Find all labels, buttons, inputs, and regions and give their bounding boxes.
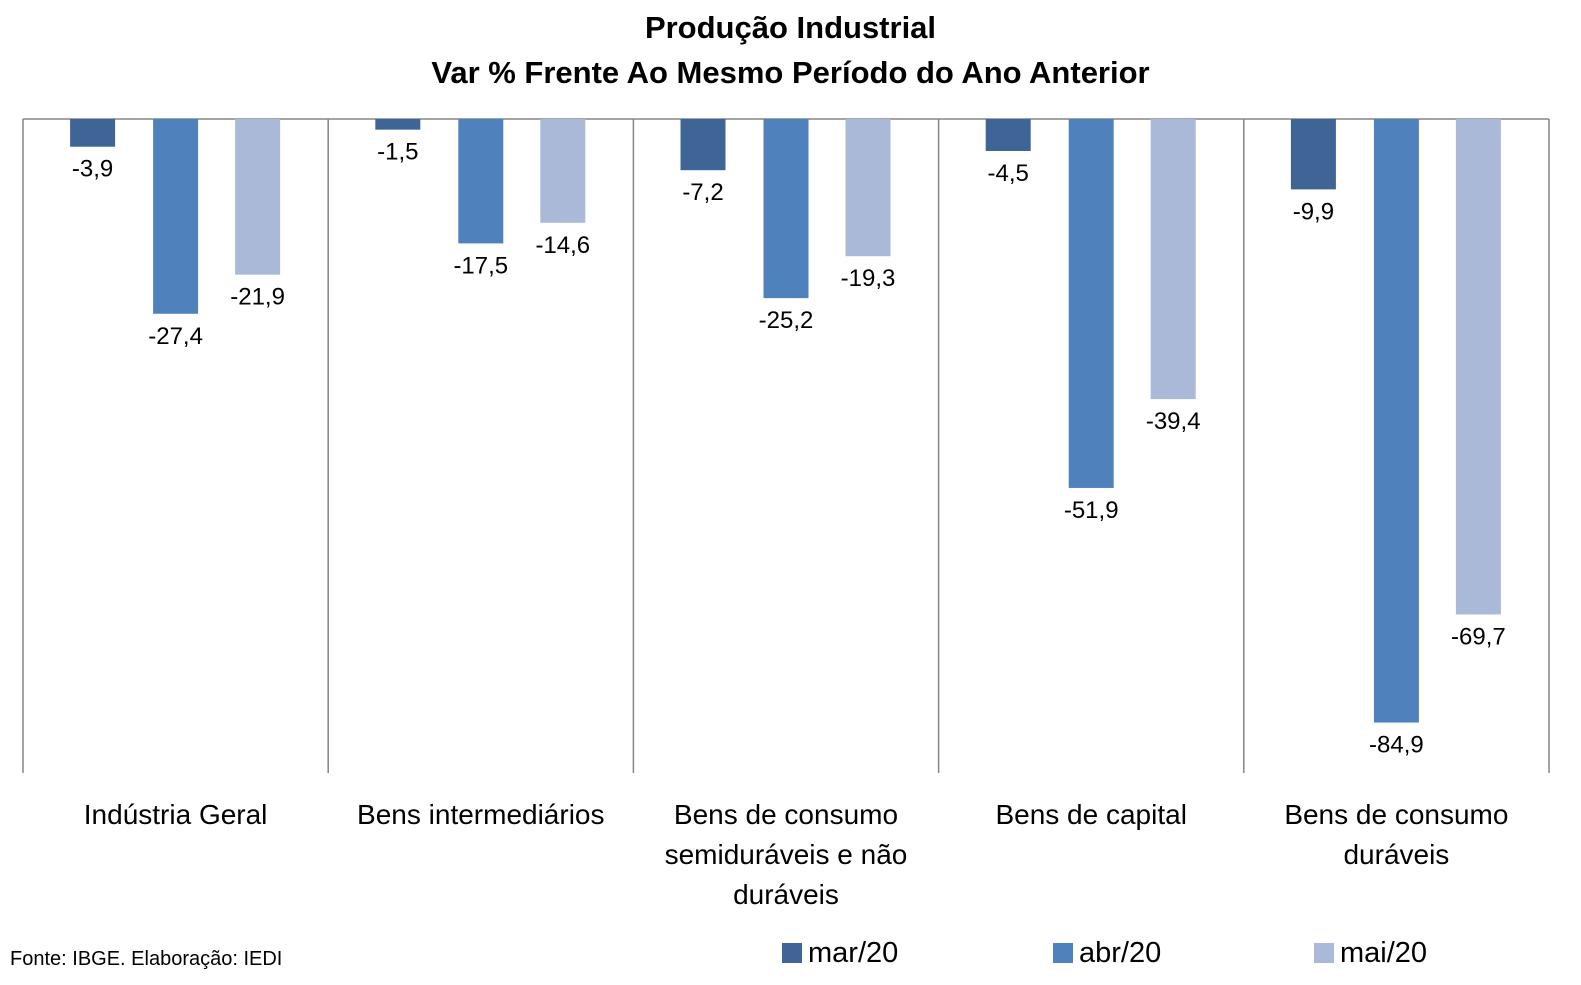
bar: [1150, 119, 1196, 400]
data-label: -69,7: [1451, 623, 1506, 650]
legend-label: mar/20: [808, 936, 899, 969]
chart-title: Produção Industrial: [644, 10, 937, 45]
legend-label: mai/20: [1340, 936, 1428, 969]
category-label-line: Bens intermediários: [357, 799, 605, 830]
category-label-line: duráveis: [733, 879, 839, 910]
data-label: -19,3: [841, 265, 896, 292]
legend-swatch: [1314, 943, 1334, 963]
category-label-line: semiduráveis e não: [664, 839, 908, 870]
data-label: -9,9: [1293, 198, 1334, 225]
data-label: -7,2: [682, 179, 723, 206]
chart-subtitle: Var % Frente Ao Mesmo Período do Ano Ant…: [431, 55, 1150, 90]
bar: [458, 119, 504, 244]
bar: [70, 119, 116, 147]
bar: [153, 119, 199, 314]
data-label: -3,9: [72, 156, 113, 183]
bar: [375, 119, 421, 130]
category-label-line: duráveis: [1343, 839, 1450, 870]
data-label: -39,4: [1146, 408, 1201, 435]
category-label: Indústria Geral: [23, 795, 328, 835]
category-label-line: Bens de consumo: [673, 799, 899, 830]
data-label: -25,2: [759, 307, 814, 334]
legend-item: abr/20: [1053, 935, 1161, 971]
data-label: -27,4: [148, 323, 203, 350]
category-label-line: Bens de capital: [995, 799, 1187, 830]
data-label: -84,9: [1369, 732, 1424, 759]
bar: [1290, 119, 1336, 190]
legend-swatch: [782, 943, 802, 963]
bar: [1455, 119, 1501, 615]
bar: [845, 119, 891, 257]
category-label: Bens de consumo duráveis: [1244, 795, 1549, 875]
category-label: Bens de consumo semiduráveis e não durávei…: [633, 795, 938, 915]
data-label: -1,5: [377, 139, 418, 166]
legend-label: abr/20: [1079, 936, 1162, 969]
category-label-line: Bens de consumo: [1284, 799, 1509, 830]
bar: [763, 119, 809, 299]
legend-swatch: [1053, 943, 1073, 963]
legend-item: mar/20: [782, 935, 898, 971]
data-label: -51,9: [1064, 497, 1119, 524]
category-label: Bens de capital: [939, 795, 1244, 835]
data-label: -14,6: [535, 232, 590, 259]
category-label-line: Indústria Geral: [83, 799, 268, 830]
bar: [1373, 119, 1419, 723]
bar: [680, 119, 726, 171]
bar: [985, 119, 1031, 151]
category-label: Bens intermediários: [328, 795, 633, 835]
bar: [1068, 119, 1114, 488]
source-note: Fonte: IBGE. Elaboração: IEDI: [10, 948, 283, 970]
bar: [235, 119, 281, 275]
bar: [540, 119, 586, 223]
data-label: -4,5: [988, 160, 1029, 187]
legend-item: mai/20: [1314, 935, 1427, 971]
data-label: -17,5: [453, 252, 508, 279]
data-label: -21,9: [230, 284, 285, 311]
